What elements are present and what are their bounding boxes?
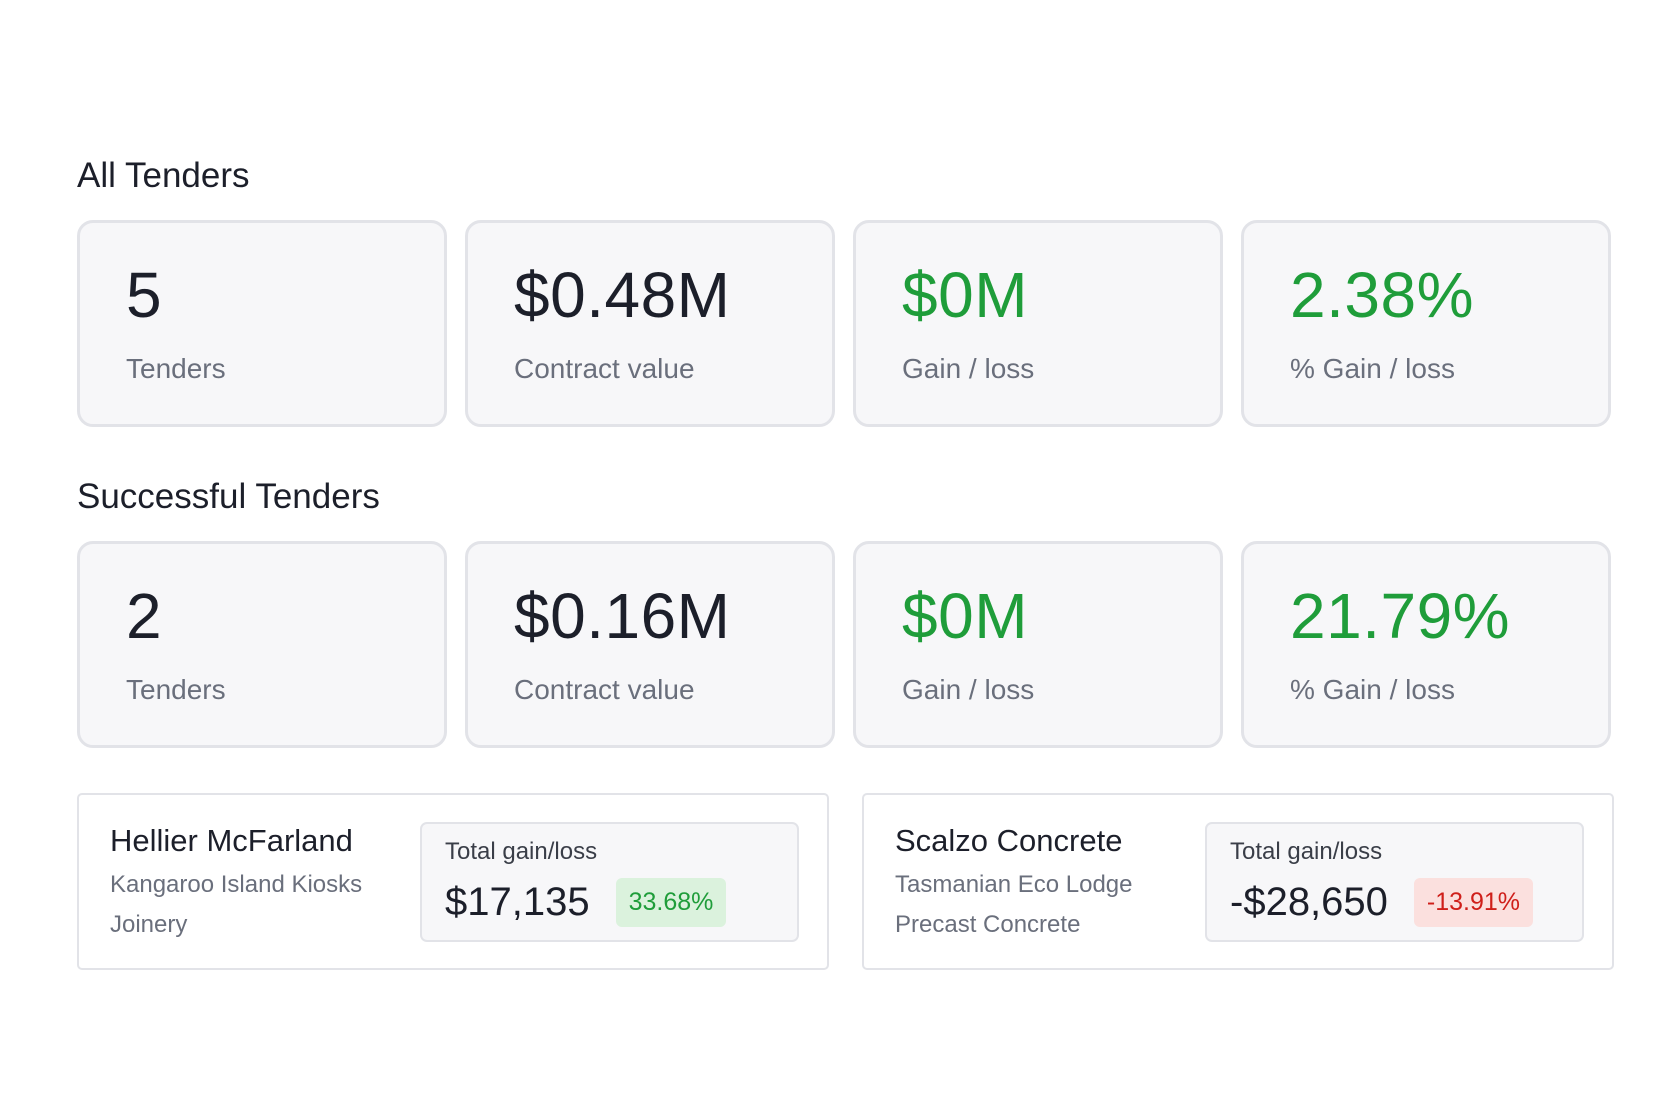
tender-project: Tasmanian Eco Lodge	[895, 871, 1133, 898]
gain-loss-values: $17,135 33.68%	[445, 876, 797, 928]
gain-loss-values: -$28,650 -13.91%	[1230, 876, 1582, 928]
stat-card-contract-value: $0.48M Contract value	[465, 220, 835, 427]
tenders-dashboard: All Tenders 5 Tenders $0.48M Contract va…	[77, 156, 1614, 970]
total-gain-loss-box: Total gain/loss -$28,650 -13.91%	[1205, 822, 1584, 942]
stat-card-tenders-count: 5 Tenders	[77, 220, 447, 427]
stat-label: % Gain / loss	[1290, 674, 1455, 705]
gain-loss-percent-badge: -13.91%	[1413, 877, 1534, 927]
stat-card-gain-loss: $0M Gain / loss	[853, 541, 1223, 748]
stat-value: $0M	[902, 580, 1028, 652]
stat-value: $0M	[902, 259, 1028, 331]
stat-label: Tenders	[126, 674, 226, 705]
stat-card-percent-gain-loss: 2.38% % Gain / loss	[1241, 220, 1611, 427]
successful-tenders-stats: 2 Tenders $0.16M Contract value $0M Gain…	[77, 541, 1612, 748]
tender-card[interactable]: Scalzo Concrete Tasmanian Eco Lodge Prec…	[862, 793, 1614, 970]
gain-loss-label: Total gain/loss	[1230, 838, 1383, 865]
section-title-all-tenders: All Tenders	[77, 156, 250, 195]
tender-card[interactable]: Hellier McFarland Kangaroo Island Kiosks…	[77, 793, 829, 970]
stat-label: Gain / loss	[902, 353, 1035, 384]
stat-card-gain-loss: $0M Gain / loss	[853, 220, 1223, 427]
all-tenders-stats: 5 Tenders $0.48M Contract value $0M Gain…	[77, 220, 1612, 427]
stat-card-tenders-count: 2 Tenders	[77, 541, 447, 748]
tender-trade: Joinery	[110, 911, 188, 938]
stat-value: 21.79%	[1290, 580, 1511, 652]
stat-label: % Gain / loss	[1290, 353, 1455, 384]
stat-label: Contract value	[514, 674, 695, 705]
stat-value: 2.38%	[1290, 259, 1474, 331]
tender-trade: Precast Concrete	[895, 911, 1081, 938]
successful-tender-list: Hellier McFarland Kangaroo Island Kiosks…	[77, 793, 1614, 970]
gain-loss-label: Total gain/loss	[445, 838, 598, 865]
stat-value: 2	[126, 580, 163, 652]
tender-company: Scalzo Concrete	[895, 823, 1123, 858]
gain-loss-amount: -$28,650	[1230, 880, 1388, 924]
stat-label: Gain / loss	[902, 674, 1035, 705]
stat-label: Tenders	[126, 353, 226, 384]
gain-loss-percent-badge: 33.68%	[615, 877, 727, 927]
stat-value: 5	[126, 259, 163, 331]
tender-project: Kangaroo Island Kiosks	[110, 871, 363, 898]
stat-card-contract-value: $0.16M Contract value	[465, 541, 835, 748]
stat-value: $0.16M	[514, 580, 731, 652]
stat-card-percent-gain-loss: 21.79% % Gain / loss	[1241, 541, 1611, 748]
tender-company: Hellier McFarland	[110, 823, 353, 858]
gain-loss-amount: $17,135	[445, 880, 590, 924]
total-gain-loss-box: Total gain/loss $17,135 33.68%	[420, 822, 799, 942]
stat-label: Contract value	[514, 353, 695, 384]
stat-value: $0.48M	[514, 259, 731, 331]
section-title-successful-tenders: Successful Tenders	[77, 477, 380, 516]
